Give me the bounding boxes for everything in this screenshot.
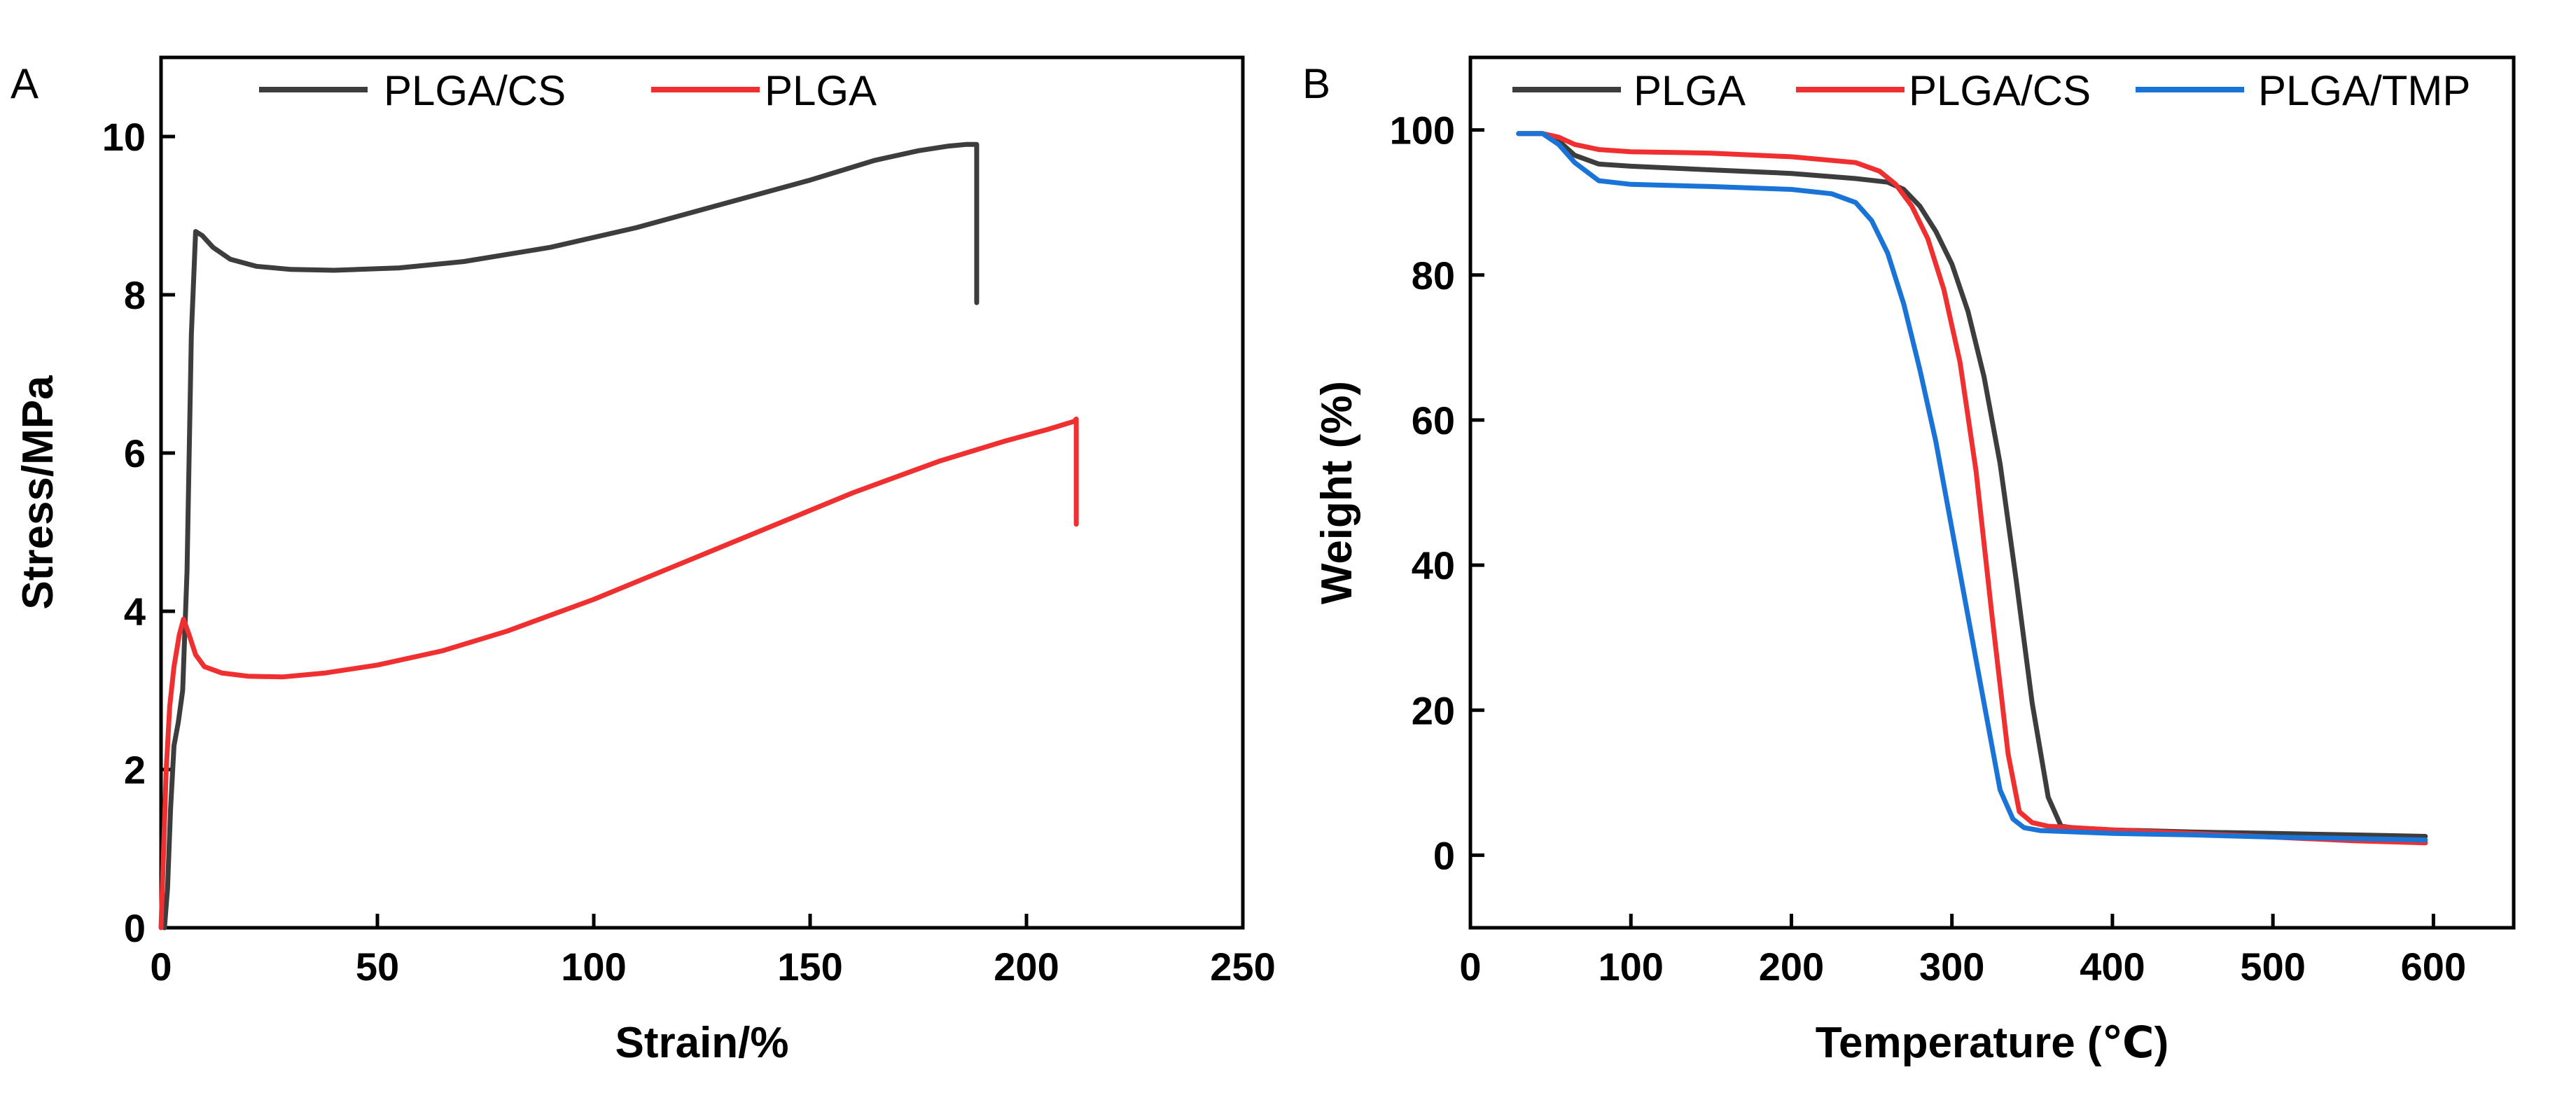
panel-b: B 0 100 200 300 400 500 600 0 20 40 60 80 100 Temperat…	[1302, 55, 2516, 1067]
y-tick-label: 2	[124, 748, 146, 792]
y-tick-label: 100	[1390, 109, 1455, 153]
x-axis-title: Strain/%	[615, 1019, 788, 1067]
legend-label-plga-cs: PLGA/CS	[1909, 67, 2091, 114]
y-tick-label: 0	[124, 906, 146, 950]
x-tick-label: 0	[1459, 945, 1481, 989]
series-line-plga	[1516, 131, 2428, 839]
x-tick-label: 0	[150, 945, 172, 989]
y-tick-label: 60	[1412, 398, 1455, 443]
x-tick-label: 250	[1210, 945, 1275, 989]
plot-frame	[1468, 55, 2516, 930]
y-tick-label: 80	[1412, 253, 1455, 298]
y-tick-label: 6	[124, 431, 146, 475]
legend-label-plga: PLGA	[1634, 67, 1746, 114]
plot-frame	[159, 55, 1245, 930]
y-tick-label: 10	[102, 115, 146, 159]
x-axis-title: Temperature (℃)	[1816, 1019, 2169, 1067]
y-axis-title: Stress/MPa	[14, 375, 62, 610]
panel-letter: B	[1302, 60, 1330, 107]
series-line-plga-cs	[162, 141, 980, 931]
y-tick-label: 8	[124, 273, 146, 317]
legend-label-plga-tmp: PLGA/TMP	[2258, 67, 2470, 114]
x-tick-label: 50	[356, 945, 399, 989]
x-tick-label: 600	[2401, 945, 2466, 989]
x-tick-label: 400	[2080, 945, 2145, 989]
panel-letter: A	[11, 60, 39, 107]
x-tick-label: 300	[1919, 945, 1984, 989]
y-axis-title: Weight (%)	[1313, 381, 1361, 604]
x-tick-label: 100	[1599, 945, 1664, 989]
x-tick-label: 500	[2240, 945, 2305, 989]
series-line-plga	[158, 416, 1079, 931]
x-tick-label: 100	[561, 945, 626, 989]
x-tick-label: 200	[994, 945, 1059, 989]
series-line-plga-cs	[1516, 131, 2428, 846]
legend-label-plga-cs: PLGA/CS	[384, 67, 566, 114]
x-tick-label: 150	[777, 945, 842, 989]
y-tick-label: 20	[1412, 688, 1455, 732]
legend-label-plga: PLGA	[765, 67, 877, 114]
y-tick-label: 0	[1433, 833, 1455, 877]
y-tick-label: 40	[1412, 543, 1455, 587]
y-tick-label: 4	[124, 590, 146, 634]
x-tick-label: 200	[1759, 945, 1824, 989]
series-line-plga-tmp	[1516, 131, 2428, 843]
panel-a: A 0 50 100 150 200 250 0 2 4 6 8 10 Strain/% Stress/MP…	[11, 55, 1276, 1067]
